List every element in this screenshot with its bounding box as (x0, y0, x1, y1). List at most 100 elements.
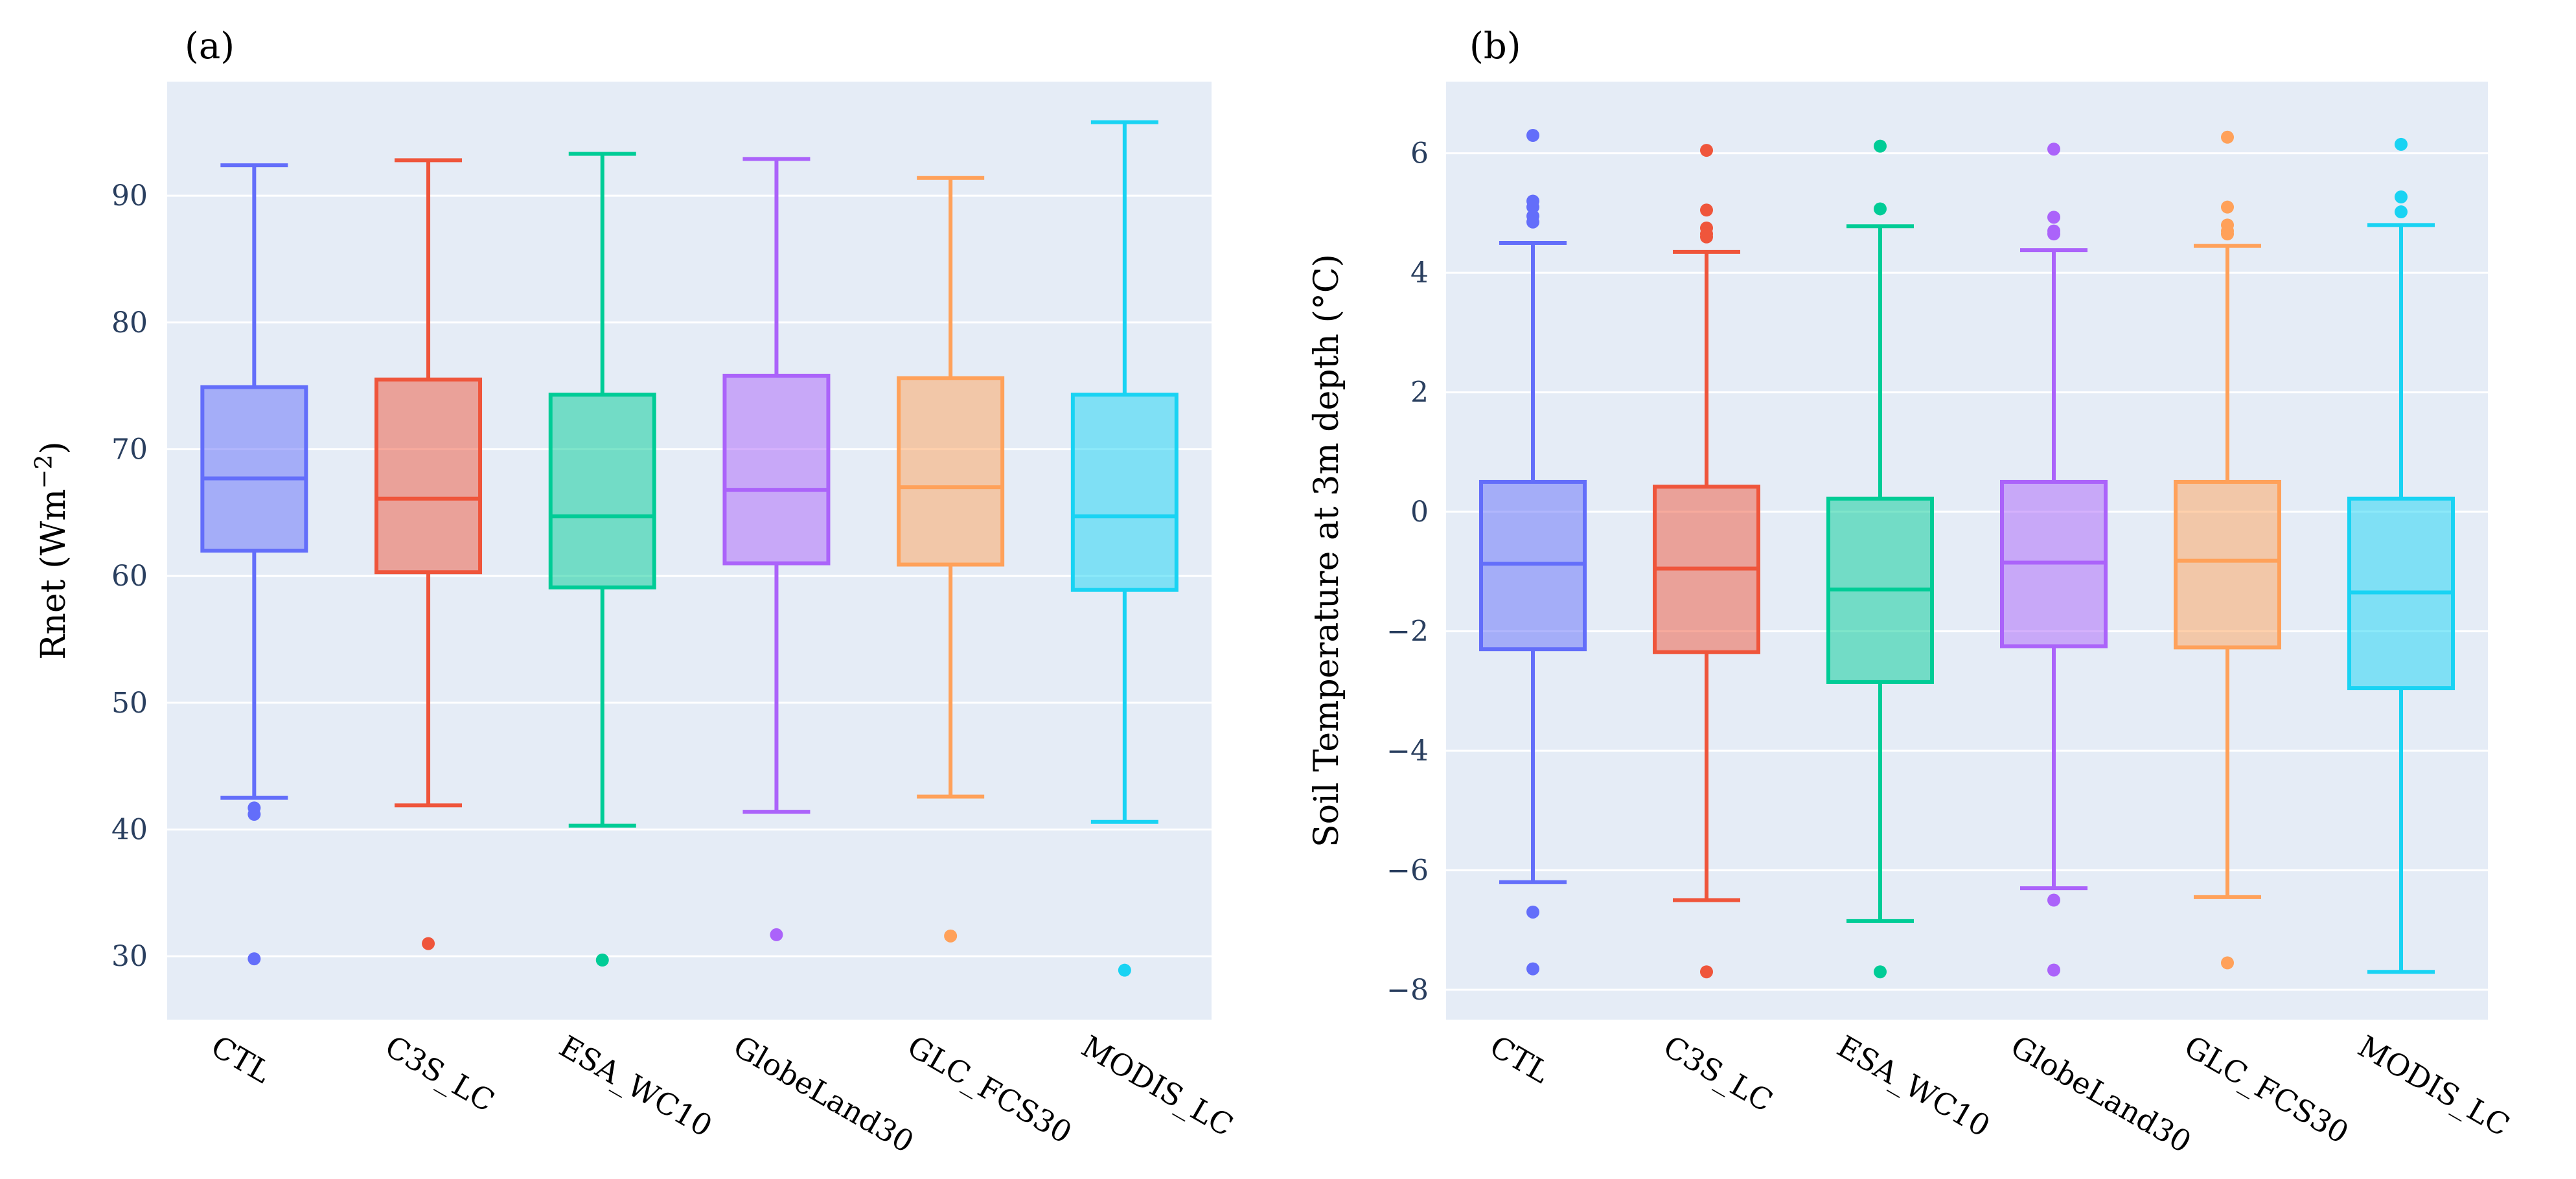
panel-b-y-tick-labels: −8 −6 −4 −2 0 2 4 6 (1386, 137, 1429, 1007)
iqr-box (2174, 479, 2281, 650)
outlier-point (1526, 962, 1539, 976)
panel-b-y-tick-label: 2 (1410, 376, 1429, 409)
outlier-point (2047, 143, 2060, 156)
outlier-point (1700, 230, 1713, 244)
panel-a-box-esa-wc10 (548, 152, 656, 967)
panel-a-x-tick-label: C3S_LC (380, 1029, 501, 1119)
panel-b-x-tick-label: CTL (1484, 1029, 1556, 1090)
outlier-point (1526, 215, 1539, 229)
panel-a-label: (a) (185, 25, 235, 67)
panel-b-label: (b) (1469, 25, 1521, 67)
panel-b-ylabel-deg: °C (1307, 267, 1346, 310)
panel-a-box-modis-lc (1070, 120, 1179, 977)
outlier-point (247, 952, 261, 966)
panel-b-y-tick-label: −6 (1386, 854, 1429, 887)
panel-b-x-tick-label: MODIS_LC (2352, 1029, 2516, 1143)
outlier-point (1526, 200, 1539, 214)
panel-b-box-glc-fcs30 (2174, 130, 2281, 970)
panel-a-y-tick-label: 30 (111, 940, 148, 973)
panel-b-box-c3s-lc (1653, 144, 1760, 979)
outlier-point (1874, 202, 1887, 216)
panel-b-ylabel-close: ) (1307, 254, 1346, 267)
outlier-point (2047, 893, 2060, 907)
panel-b-box-ctl (1479, 129, 1587, 976)
panel-b-x-tick-label: ESA_WC10 (1832, 1029, 1996, 1144)
outlier-point (2047, 963, 2060, 977)
panel-a-boxes (200, 120, 1179, 977)
iqr-box (374, 377, 483, 575)
panel-a-ylabel-main: Rnet (Wm (34, 489, 73, 660)
outlier-point (1700, 144, 1713, 157)
iqr-box (200, 385, 308, 553)
panel-b-box-modis-lc (2347, 137, 2455, 974)
panel-a-x-tick-label: ESA_WC10 (553, 1029, 718, 1144)
outlier-point (2221, 956, 2234, 970)
panel-a-y-tick-label: 60 (111, 560, 148, 593)
outlier-point (944, 929, 958, 943)
outlier-point (1118, 963, 1131, 977)
panel-b-y-tick-label: 6 (1410, 137, 1429, 170)
outlier-point (1874, 965, 1887, 979)
panel-a-box-c3s-lc (374, 158, 483, 950)
panel-a-x-tick-label: GLC_FCS30 (902, 1029, 1078, 1150)
panel-b-y-tick-label: −2 (1386, 615, 1429, 648)
outlier-point (2221, 227, 2234, 241)
outlier-point (1700, 203, 1713, 217)
outlier-point (2221, 200, 2234, 214)
panel-a-y-tick-label: 40 (111, 813, 148, 846)
panel-b-y-tick-label: −4 (1386, 735, 1429, 768)
iqr-box (897, 376, 1005, 567)
panel-a-x-tick-label: GlobeLand30 (728, 1029, 920, 1160)
panel-b-y-axis-title: Soil Temperature at 3m depth (°C) (1307, 254, 1346, 847)
panel-a-ylabel-sup: −2 (31, 455, 58, 489)
iqr-box (548, 393, 656, 590)
panel-b-box-esa-wc10 (1826, 139, 1934, 979)
outlier-point (1700, 965, 1713, 979)
panel-a-x-tick-labels: CTL C3S_LC ESA_WC10 GlobeLand30GLC_FCS30MOD… (205, 1029, 1239, 1160)
outlier-point (1874, 139, 1887, 153)
panel-b-x-tick-label: GlobeLand30 (2005, 1029, 2198, 1160)
outlier-point (2221, 130, 2234, 144)
panel-b-plot-area (1446, 82, 2488, 1020)
panel-b-y-tick-label: 4 (1410, 257, 1429, 290)
panel-b-boxes (1479, 129, 2455, 979)
iqr-box (722, 373, 831, 566)
panel-b-ylabel-main: Soil Temperature at 3m depth ( (1307, 310, 1346, 847)
panel-a-y-tick-label: 50 (111, 687, 148, 720)
panel-a-plot-area (167, 82, 1212, 1020)
panel-a-y-tick-label: 70 (111, 433, 148, 466)
panel-a-x-tick-label: CTL (205, 1029, 277, 1090)
panel-b-soil-temp-boxplot: (b) −8 −6 −4 −2 0 2 4 6 CTL C3S_LC ESA_WC10 GlobeL… (1307, 25, 2516, 1160)
panel-a-x-tick-label: MODIS_LC (1075, 1029, 1239, 1143)
panel-a-box-glc-fcs30 (897, 176, 1005, 943)
outlier-point (770, 928, 783, 941)
outlier-point (2395, 190, 2408, 204)
panel-a-box-globeland30 (722, 157, 831, 941)
panel-a-y-axis-title: Rnet (Wm−2) (31, 441, 73, 659)
panel-a-y-tick-label: 80 (111, 306, 148, 339)
outlier-point (595, 954, 609, 967)
panel-a-gridlines (167, 194, 1212, 957)
outlier-point (2395, 205, 2408, 219)
outlier-point (422, 937, 435, 950)
outlier-point (2047, 211, 2060, 224)
panel-a-rnet-boxplot: (a) 30 40 50 60 70 80 90 CTL C3S_LC ESA_WC10 Glob… (31, 25, 1239, 1160)
panel-b-gridlines (1446, 152, 2488, 991)
panel-b-box-globeland30 (2000, 143, 2108, 977)
panel-b-x-tick-labels: CTL C3S_LC ESA_WC10 GlobeLand30GLC_FCS30MOD… (1484, 1029, 2516, 1160)
outlier-point (247, 808, 261, 821)
outlier-point (2047, 227, 2060, 241)
panel-b-y-tick-label: −8 (1386, 974, 1429, 1007)
panel-a-y-tick-labels: 30 40 50 60 70 80 90 (111, 179, 148, 973)
panel-a-y-tick-label: 90 (111, 179, 148, 212)
panel-b-y-tick-label: 0 (1410, 496, 1429, 529)
outlier-point (2395, 137, 2408, 151)
outlier-point (1526, 129, 1539, 143)
iqr-box (1070, 393, 1179, 592)
panel-a-ylabel-close: ) (34, 441, 73, 454)
panel-a-box-ctl (200, 163, 308, 966)
panel-b-x-tick-label: GLC_FCS30 (2179, 1029, 2355, 1150)
panel-b-x-tick-label: C3S_LC (1658, 1029, 1779, 1119)
outlier-point (1526, 905, 1539, 919)
